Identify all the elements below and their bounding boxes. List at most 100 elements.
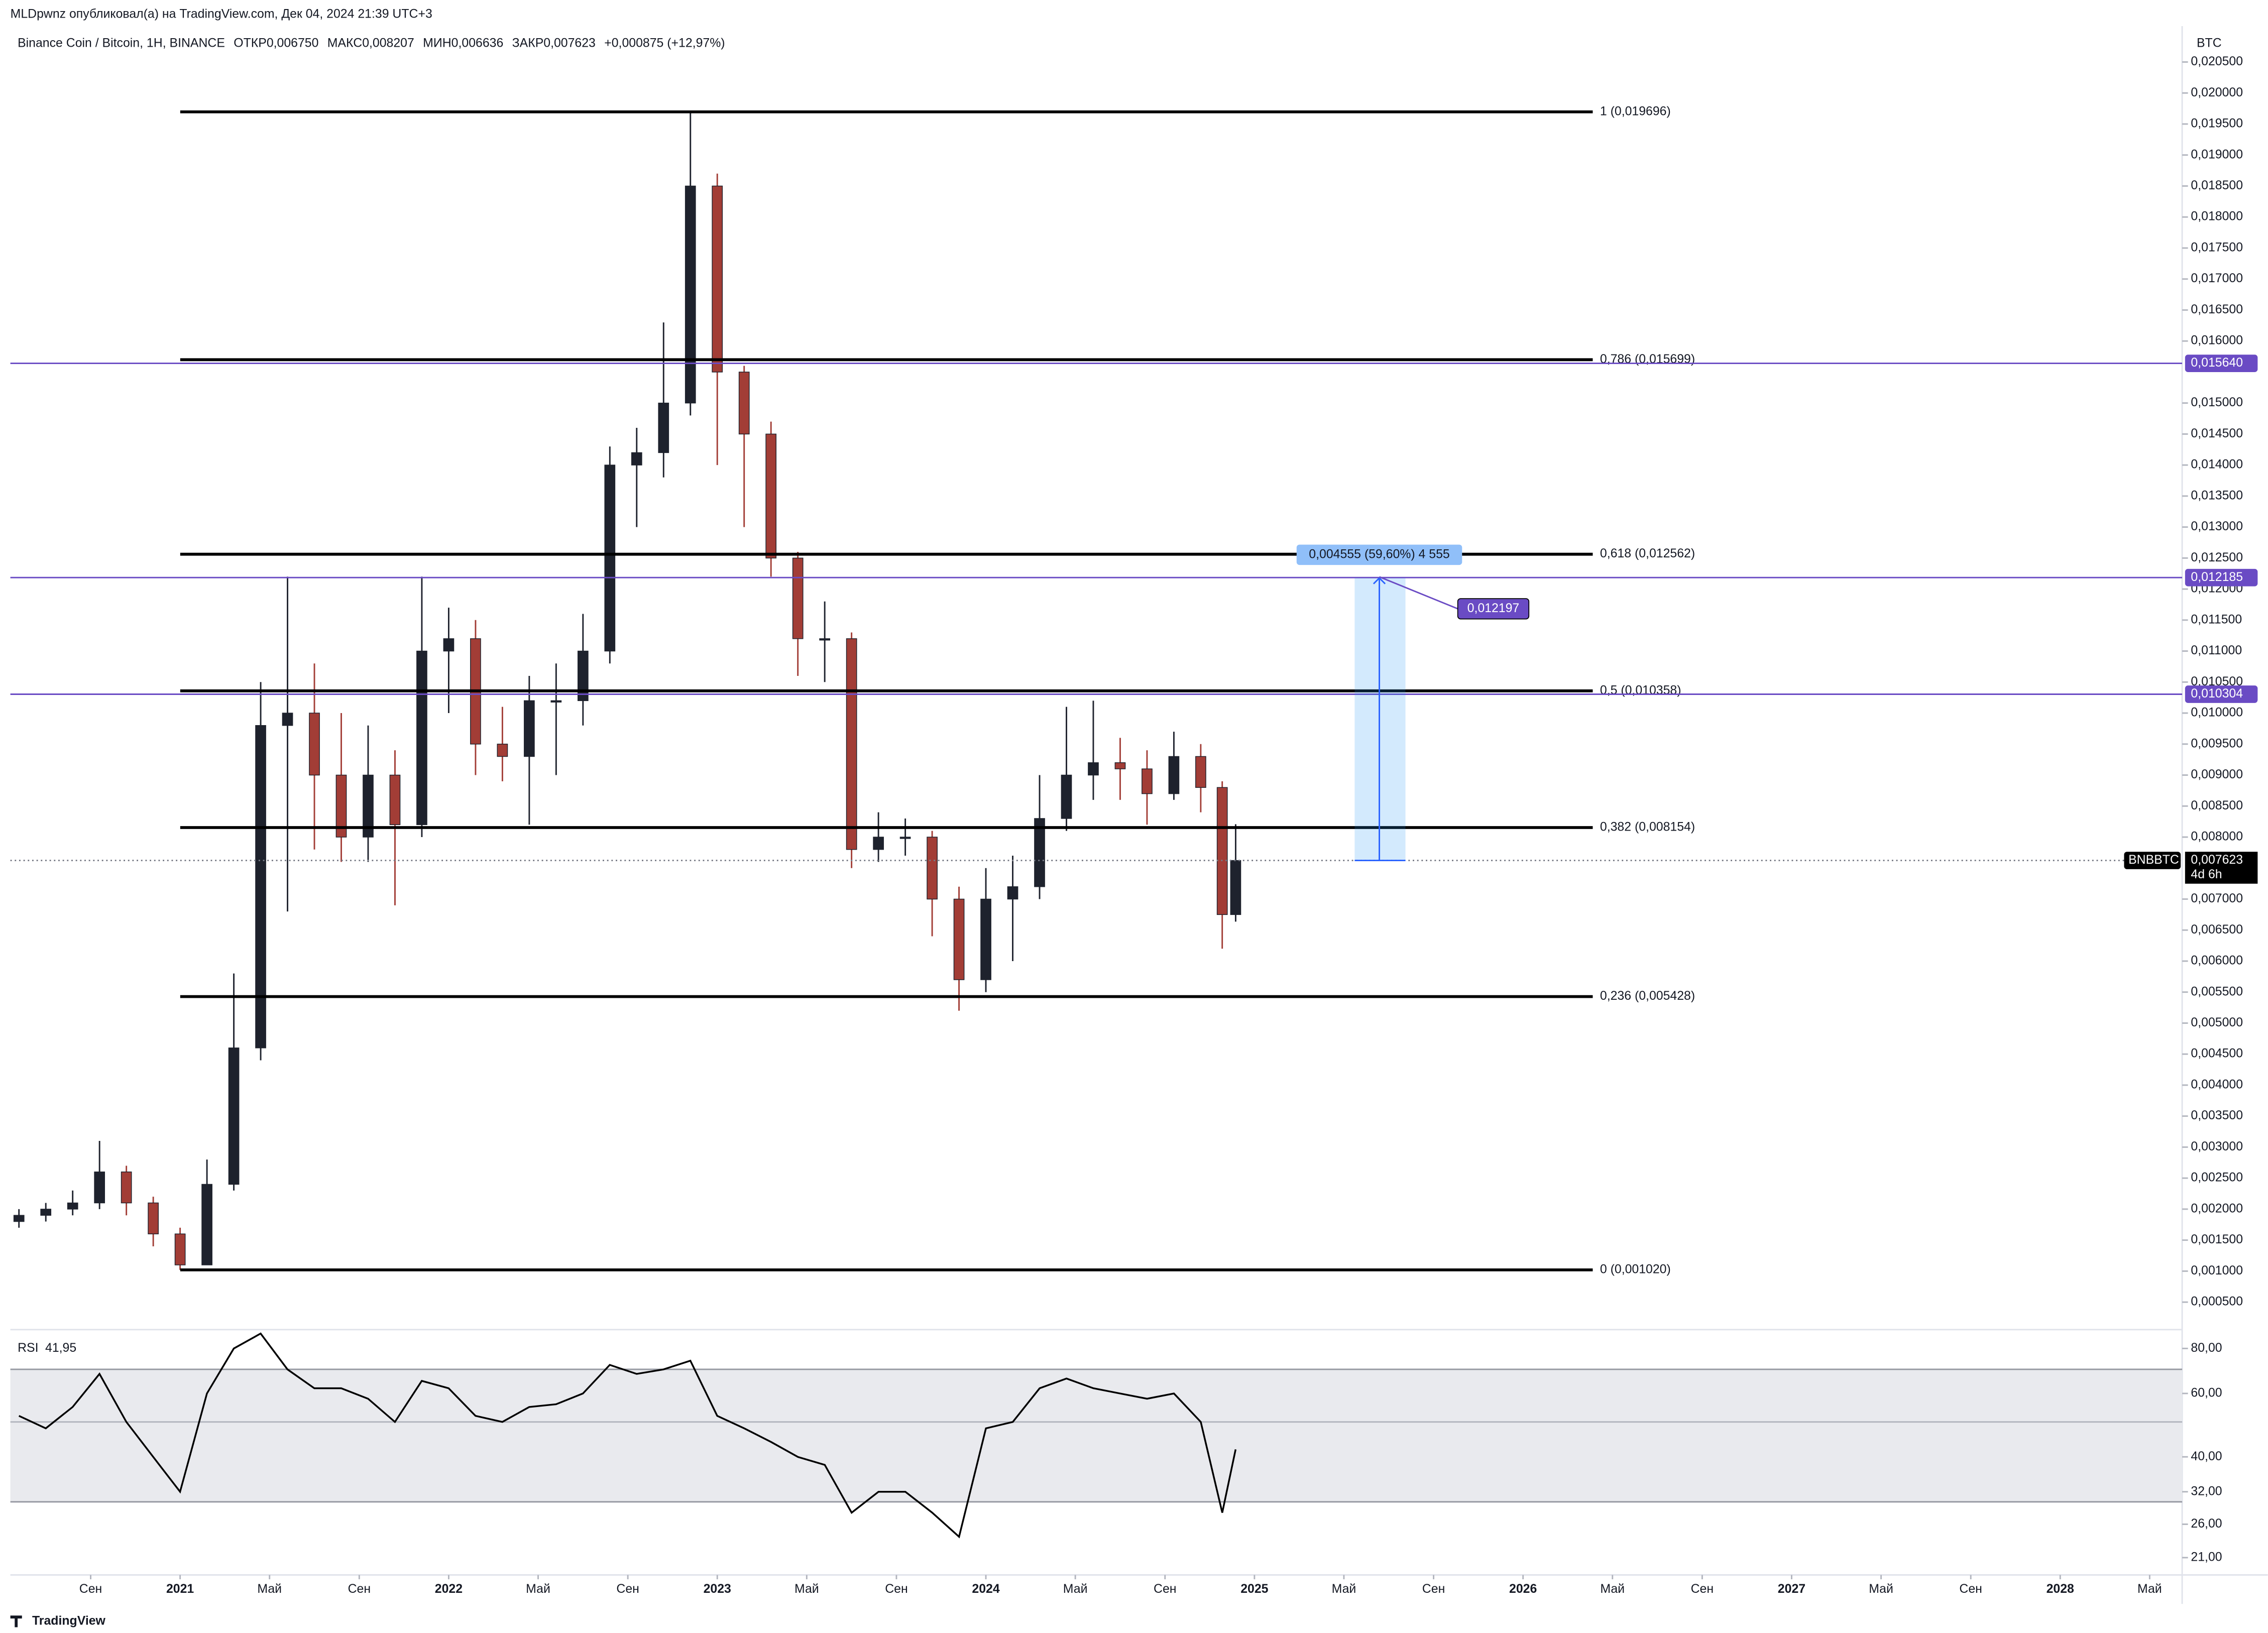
fib-label: 0,5 (0,010358) (1600, 683, 1681, 697)
candle-body (577, 650, 589, 702)
candle-body (389, 774, 401, 826)
x-tick-label: 2021 (166, 1582, 194, 1596)
candle-body (927, 837, 938, 900)
x-tick-label: 2027 (1778, 1582, 1805, 1596)
currency: BTC (2197, 36, 2222, 50)
rsi-name: RSI (18, 1341, 38, 1355)
candle-body (201, 1184, 212, 1265)
candle-body (846, 638, 857, 850)
x-tick-label: 2022 (435, 1582, 463, 1596)
measure-label-box (1296, 544, 1462, 565)
candle-body (1007, 886, 1018, 900)
candle-body (1168, 756, 1180, 794)
legend-item: Binance Coin / Bitcoin, 1H, BINANCE (18, 36, 225, 50)
y-tick-label: 0,014500 (2191, 427, 2243, 440)
rsi-band (10, 1369, 2183, 1502)
callout-box (1457, 598, 1530, 620)
y-tick-label: 0,006500 (2191, 923, 2243, 937)
x-tick-label: Сен (348, 1582, 371, 1596)
candle-body (121, 1172, 132, 1204)
x-tick-label: 2025 (1240, 1582, 1268, 1596)
x-tick-label: Сен (79, 1582, 102, 1596)
y-tick-label: 0,002000 (2191, 1202, 2243, 1215)
legend-item: ОТКР0,006750 (234, 36, 318, 50)
candle-body (1216, 787, 1228, 915)
y-tick-label: 0,020000 (2191, 86, 2243, 99)
x-tick-label: Май (1063, 1582, 1088, 1596)
x-tick-label: 2028 (2047, 1582, 2074, 1596)
symbol-label: BNBBTC (2128, 853, 2179, 867)
y-tick-label: 0,003500 (2191, 1109, 2243, 1122)
y-tick-label: 0,013000 (2191, 520, 2243, 533)
rsi-line (18, 1332, 1237, 1539)
rsi-value: 41,95 (45, 1341, 76, 1355)
candle-body (228, 1047, 240, 1185)
y-tick-label: 0,017000 (2191, 272, 2243, 285)
x-tick-label: Сен (885, 1582, 908, 1596)
fib-label: 0,236 (0,005428) (1600, 989, 1695, 1003)
candle-body (335, 774, 347, 838)
legend-item: +0,000875 (+12,97%) (604, 36, 725, 50)
y-tick-label: 0,008500 (2191, 799, 2243, 812)
x-tick-label: Май (257, 1582, 282, 1596)
level-axis-label: 0,010304 (2191, 687, 2243, 701)
y-tick-label: 0,001000 (2191, 1264, 2243, 1277)
x-tick-label: 2026 (1509, 1582, 1537, 1596)
x-tick-label: Сен (1691, 1582, 1714, 1596)
candle-body (443, 638, 455, 652)
x-tick-label: Май (795, 1582, 819, 1596)
candle-body (604, 464, 616, 652)
y-tick-label: 0,005000 (2191, 1016, 2243, 1029)
y-tick-label: 0,000500 (2191, 1295, 2243, 1309)
y-tick-label: 0,011500 (2191, 613, 2242, 626)
candle-body (899, 837, 911, 839)
candle-body (282, 713, 293, 726)
candle-body (309, 713, 320, 776)
rsi-y-tick-label: 21,00 (2191, 1550, 2222, 1564)
y-tick-label: 0,013500 (2191, 489, 2243, 502)
candle-body (712, 185, 723, 373)
candle-body (524, 700, 535, 757)
candle-body (174, 1233, 186, 1265)
candle-body (738, 372, 750, 435)
legend-item: ЗАКР0,007623 (512, 36, 596, 50)
measure-arrow-head (1373, 577, 1386, 585)
candle-body (363, 774, 374, 838)
y-tick-label: 0,009000 (2191, 768, 2243, 781)
y-tick-label: 0,007000 (2191, 892, 2243, 905)
last-price-box (2185, 852, 2258, 884)
y-tick-label: 0,020500 (2191, 55, 2243, 68)
level-axis-label: 0,015640 (2191, 356, 2243, 370)
y-tick-label: 0,018500 (2191, 179, 2243, 192)
y-tick-label: 0,016000 (2191, 334, 2243, 347)
level-axis-box (2185, 355, 2258, 372)
candle-body (1034, 818, 1045, 887)
y-tick-label: 0,019500 (2191, 117, 2243, 131)
candle-body (685, 185, 696, 404)
candle-body (40, 1209, 52, 1216)
rsi-y-tick-label: 60,00 (2191, 1386, 2222, 1400)
footer-logo: TradingView (32, 1614, 106, 1627)
fib-label: 1 (0,019696) (1600, 104, 1671, 118)
rsi-y-tick-label: 40,00 (2191, 1450, 2222, 1463)
y-tick-label: 0,008000 (2191, 830, 2243, 844)
x-tick-label: Май (2137, 1582, 2162, 1596)
last-price-label: 0,007623 (2191, 853, 2243, 867)
y-tick-label: 0,009500 (2191, 737, 2243, 750)
x-tick-label: Сен (1959, 1582, 1982, 1596)
y-tick-label: 0,019000 (2191, 148, 2243, 161)
y-tick-label: 0,011000 (2191, 644, 2242, 657)
y-tick-label: 0,012500 (2191, 551, 2243, 564)
x-tick-label: Май (1869, 1582, 1893, 1596)
level-axis-box (2185, 568, 2258, 587)
candle-body (497, 744, 508, 757)
legend-item: МИН0,006636 (423, 36, 503, 50)
candle-body (980, 898, 991, 980)
candle-body (416, 650, 427, 826)
y-tick-label: 0,004000 (2191, 1078, 2243, 1091)
candle-body (13, 1215, 25, 1222)
author-line: MLDpwnz опубликовал(а) на TradingView.co… (11, 7, 432, 21)
y-tick-label: 0,017500 (2191, 241, 2243, 254)
candle-body (953, 898, 965, 980)
